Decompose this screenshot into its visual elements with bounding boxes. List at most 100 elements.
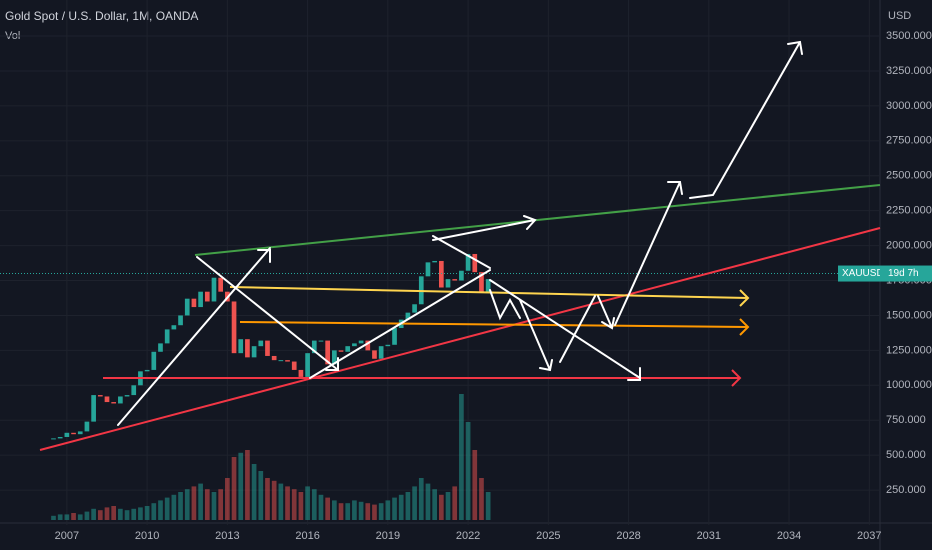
candle-body (84, 421, 90, 432)
trend-line (39, 227, 881, 451)
volume-bar (144, 506, 150, 520)
volume-bar (251, 464, 257, 520)
candle-body (332, 350, 337, 365)
volume-bar (485, 492, 491, 520)
x-tick-label: 2013 (215, 530, 239, 542)
candle-body (131, 385, 137, 396)
volume-bar (184, 489, 190, 520)
candle-body (238, 339, 244, 354)
arrow (117, 247, 271, 426)
candle-body (365, 340, 371, 351)
volume-bar (358, 501, 364, 520)
candle-body (338, 350, 344, 352)
volume-bar (405, 492, 411, 520)
volume-bar (164, 497, 170, 520)
candle-body (77, 431, 83, 435)
y-tick-label: 750.000 (886, 414, 926, 426)
arrow-line (103, 369, 742, 387)
volume-bar (452, 486, 458, 520)
candle-body (445, 279, 451, 288)
volume-bar (305, 486, 310, 520)
candle-body (438, 260, 444, 288)
candle-body (64, 432, 70, 437)
candle-body (204, 291, 210, 302)
candle-body (245, 339, 250, 358)
y-tick-label: 3500.000 (886, 30, 932, 42)
chart-title: Gold Spot / U.S. Dollar, 1M, OANDA (5, 9, 198, 23)
candle-body (412, 304, 417, 313)
volume-bar (392, 497, 397, 520)
volume-bar (459, 394, 464, 520)
x-tick-label: 2016 (295, 530, 319, 542)
candle-body (231, 301, 237, 354)
volume-bar (77, 514, 83, 520)
candle-body (479, 272, 484, 292)
candle-body (218, 277, 224, 292)
candle-body (305, 353, 310, 377)
candle-body (158, 343, 163, 352)
volume-bar (64, 514, 70, 520)
volume-bar (71, 513, 76, 520)
x-tick-label: 2031 (697, 530, 721, 542)
y-tick-label: 500.000 (886, 449, 926, 461)
candle-body (285, 360, 290, 362)
candle-body (191, 298, 197, 308)
x-tick-label: 2007 (55, 530, 79, 542)
trend-line (194, 184, 881, 256)
candle-body (352, 343, 357, 347)
y-tick-label: 1250.000 (886, 344, 932, 356)
volume-bar (271, 480, 277, 520)
candle-body (104, 396, 110, 403)
x-tick-label: 2025 (536, 530, 560, 542)
candle-body (91, 395, 96, 422)
candle-body (258, 340, 264, 347)
x-tick-label: 2010 (135, 530, 159, 542)
countdown-label: 19d 7h (888, 268, 919, 279)
candle-body (405, 312, 411, 320)
volume-bar (191, 486, 197, 520)
volume-bar (378, 503, 384, 520)
arrow (614, 40, 803, 326)
candle-body (452, 279, 458, 281)
candle-body (325, 340, 330, 365)
volume-bar (418, 478, 424, 520)
volume-bar (352, 500, 357, 520)
candle-body (57, 436, 63, 439)
candle-body (385, 344, 391, 347)
y-tick-label: 250.000 (886, 484, 926, 496)
x-tick-label: 2022 (456, 530, 480, 542)
y-tick-label: 2250.000 (886, 205, 932, 217)
y-tick-label: 2000.000 (886, 240, 932, 252)
symbol-badge (838, 265, 880, 282)
arrow-line (229, 286, 750, 307)
volume-bar (479, 478, 484, 520)
volume-bar (151, 503, 157, 520)
volume-bar (178, 492, 183, 520)
y-tick-label: 2500.000 (886, 170, 932, 182)
volume-bar (385, 500, 391, 520)
candle-body (124, 395, 130, 397)
volume-bar (84, 511, 90, 520)
candle-body (198, 291, 203, 308)
volume-bar (372, 504, 377, 520)
candle-body (432, 260, 437, 263)
volume-bar (298, 492, 304, 520)
volume-bar (238, 452, 244, 520)
candle-body (164, 329, 170, 344)
symbol-label: XAUUSD (842, 268, 884, 279)
volume-bar (51, 515, 56, 520)
volume-bar (231, 457, 237, 520)
candle-body (372, 350, 377, 359)
volume-bar (211, 492, 217, 520)
volume-bar (465, 422, 471, 520)
candle-body (278, 360, 284, 362)
volume-bar (311, 489, 317, 520)
volume-bar (218, 489, 224, 520)
volume-bar (204, 489, 210, 520)
candle-body (251, 346, 257, 358)
volume-bar (318, 494, 324, 520)
x-tick-label: 2037 (857, 530, 881, 542)
volume-bar (325, 497, 330, 520)
